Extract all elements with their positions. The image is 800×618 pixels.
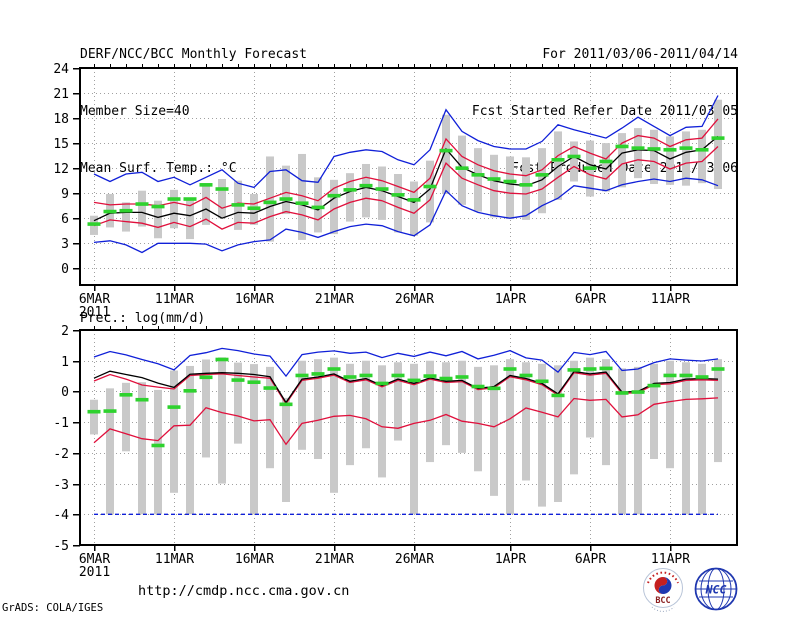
plot-frame — [79, 67, 738, 286]
y-tick-label: 0 — [61, 385, 69, 400]
y-axis: 0 3 6 9 12 15 18 21 24 — [53, 62, 80, 277]
lower-bound-line — [93, 397, 719, 446]
x-tick-label: 16MAR — [235, 292, 274, 307]
ensemble-spread-bars — [90, 357, 722, 515]
y-tick-label: 18 — [53, 112, 69, 127]
x-tick-label: 1APR — [495, 292, 526, 307]
y-tick-label: 12 — [53, 162, 69, 177]
x-tick-label: 11APR — [651, 552, 690, 567]
x-tick-label: 11MAR — [155, 552, 194, 567]
x-tick-label: 26MAR — [395, 292, 434, 307]
observation-marks — [87, 136, 725, 226]
header-product-title: DERF/NCC/BCC Monthly Forecast — [80, 47, 307, 62]
y-tick-label: 21 — [53, 87, 69, 102]
y-tick-label: -2 — [53, 447, 69, 462]
observation-marks — [87, 357, 725, 448]
x-tick-sublabel: 2011 — [79, 565, 110, 580]
plot-frame — [79, 329, 738, 546]
bcc-logo-swirl-red — [654, 577, 668, 594]
ensemble-max-line — [93, 95, 719, 189]
source-url: http://cmdp.ncc.cma.gov.cn — [138, 583, 350, 599]
y-tick-label: -5 — [53, 539, 69, 554]
top-day-ticks — [94, 64, 719, 68]
y-tick-label: -1 — [53, 416, 69, 431]
y-tick-label: 6 — [61, 212, 69, 227]
bcc-logo: BCC — [643, 568, 683, 612]
y-tick-label: -4 — [53, 508, 69, 523]
x-tick-label: 21MAR — [315, 552, 354, 567]
y-tick-label: 24 — [53, 62, 69, 77]
x-tick-label: 6MAR — [79, 292, 110, 307]
grads-credit: GrADS: COLA/IGES — [2, 602, 104, 614]
ensemble-max-line — [93, 347, 719, 378]
x-tick-label: 6MAR — [79, 552, 110, 567]
x-tick-label: 16MAR — [235, 552, 274, 567]
x-tick-label: 6APR — [575, 292, 606, 307]
y-tick-label: 15 — [53, 137, 69, 152]
bcc-logo-arc-text — [647, 571, 679, 584]
bcc-logo-label: BCC — [655, 596, 670, 606]
upper-bound-line — [93, 118, 719, 209]
bcc-logo-bottom-arc — [651, 606, 675, 612]
x-tick-label: 26MAR — [395, 552, 434, 567]
x-tick-sublabel: 2011 — [79, 305, 110, 320]
ensemble-min-line — [93, 177, 719, 254]
x-tick-label: 6APR — [575, 552, 606, 567]
y-tick-label: 1 — [61, 355, 69, 370]
header-member-size: Member Size=40 — [80, 104, 190, 119]
x-tick-label: 11MAR — [155, 292, 194, 307]
ncc-logo: NCC — [694, 567, 738, 611]
bcc-logo-swirl-blue — [658, 577, 672, 594]
ensemble-mean-line — [93, 370, 719, 404]
ensemble-mean-line — [93, 135, 719, 222]
x-tick-label: 21MAR — [315, 292, 354, 307]
prec-chart-title: Prec.: log(mm/d) — [80, 311, 206, 326]
y-tick-label: -3 — [53, 478, 69, 493]
ensemble-spread-bars — [90, 99, 722, 242]
x-tick-label: 1APR — [495, 552, 526, 567]
y-axis: -5 -4 -3 -2 -1 0 1 2 — [53, 324, 80, 554]
header-forecast-range: For 2011/03/06-2011/04/14 — [542, 47, 738, 62]
upper-bound-line — [93, 371, 719, 405]
ncc-logo-label: NCC — [705, 583, 727, 597]
y-tick-label: 3 — [61, 237, 69, 252]
y-tick-label: 2 — [61, 324, 69, 339]
x-tick-label: 11APR — [651, 292, 690, 307]
y-tick-label: 9 — [61, 187, 69, 202]
top-day-ticks — [94, 326, 719, 330]
y-tick-label: 0 — [61, 262, 69, 277]
lower-bound-line — [93, 146, 719, 230]
